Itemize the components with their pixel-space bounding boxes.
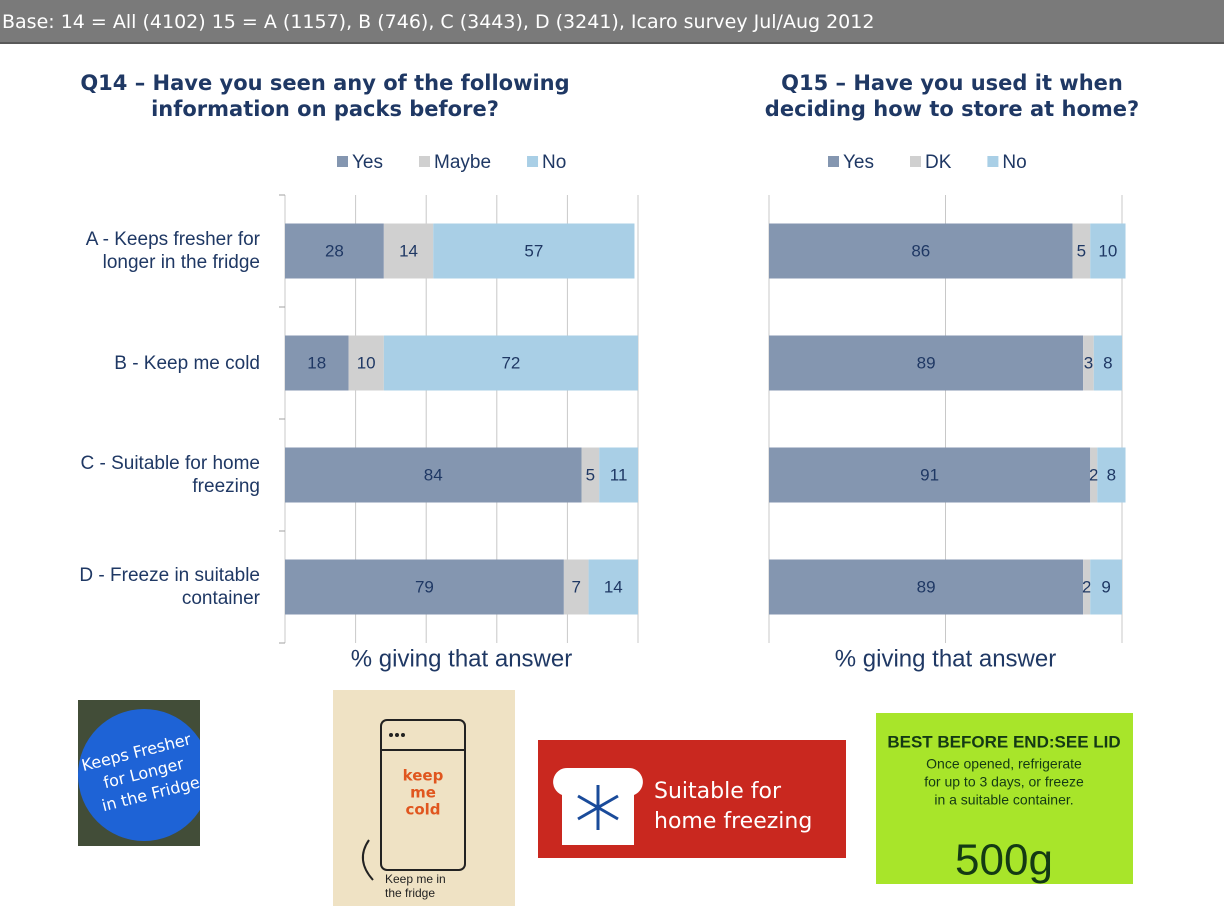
legend-label: No: [1002, 152, 1026, 173]
data-label: 3: [1084, 353, 1093, 372]
data-label: 5: [1077, 241, 1086, 260]
legend-swatch: [910, 156, 921, 167]
photo-lid: BEST BEFORE END:SEE LID Once opened, ref…: [876, 713, 1133, 884]
bar-segment: [563, 559, 589, 615]
data-label: 72: [501, 353, 520, 372]
data-label: 8: [1103, 353, 1112, 372]
category-label: D - Freeze in suitable container: [79, 565, 260, 609]
photo-fridge: keep me cold Keep me in the fridge: [333, 690, 515, 906]
image-text: keep: [403, 767, 444, 785]
data-label: 10: [1098, 241, 1117, 260]
legend-swatch: [527, 156, 539, 167]
bar-segment: [1090, 559, 1122, 615]
bar-segment: [285, 335, 349, 391]
data-label: 14: [604, 577, 623, 596]
bar-segment: [1072, 223, 1091, 279]
data-label: 89: [917, 353, 936, 372]
chart-title: Q14 – Have you seen any of the following…: [80, 71, 570, 121]
data-label: 91: [920, 465, 939, 484]
image-text: cold: [405, 801, 440, 819]
image-text: Suitable for: [654, 779, 782, 804]
chart-title: Q15 – Have you used it when deciding how…: [764, 71, 1140, 121]
image-text: for up to 3 days, or freeze: [924, 774, 1084, 790]
bar-segment: [285, 447, 582, 503]
image-text: BEST BEFORE END:SEE LID: [887, 732, 1120, 751]
data-label: 11: [610, 465, 628, 484]
legend-swatch: [337, 156, 348, 167]
data-label: 10: [357, 353, 376, 372]
data-label: 84: [424, 465, 443, 484]
image-text: in a suitable container.: [934, 792, 1073, 808]
category-label: B - Keep me cold: [114, 352, 260, 374]
bar-segment: [769, 335, 1084, 391]
photo-sticker: Keeps Fresher for Longer in the Fridge: [78, 700, 200, 846]
bar-segment: [1093, 335, 1122, 391]
bar-segment: [581, 447, 600, 503]
legend-label: Yes: [352, 152, 383, 173]
data-label: 86: [911, 241, 930, 260]
bar-segment: [1090, 223, 1126, 279]
bar-segment: [769, 223, 1073, 279]
x-axis-title: % giving that answer: [835, 645, 1056, 672]
image-text: Once opened, refrigerate: [926, 756, 1082, 772]
bar-segment: [588, 559, 638, 615]
legend-label: Maybe: [434, 152, 491, 173]
data-label: 8: [1107, 465, 1116, 484]
data-label: 79: [415, 577, 434, 596]
data-label: 9: [1101, 577, 1110, 596]
bar-segment: [599, 447, 638, 503]
legend-swatch: [987, 156, 999, 167]
bar-segment: [1083, 559, 1091, 615]
image-text: Keep me in: [385, 872, 446, 886]
data-label: 2: [1082, 577, 1091, 596]
bar-segment: [1083, 335, 1094, 391]
data-label: 28: [325, 241, 344, 260]
photo-freezing: Suitable for home freezing: [538, 740, 846, 858]
bar-segment: [383, 223, 434, 279]
data-label: 14: [399, 241, 418, 260]
image-text: the fridge: [385, 886, 435, 900]
bar-segment: [769, 559, 1084, 615]
bar-segment: [348, 335, 384, 391]
data-label: 89: [917, 577, 936, 596]
bar-segment: [769, 447, 1091, 503]
image-text: 500g: [955, 836, 1053, 884]
legend-swatch: [828, 156, 839, 167]
legend-label: No: [542, 152, 566, 173]
legend-label: Yes: [843, 152, 874, 173]
data-label: 18: [307, 353, 326, 372]
x-axis-title: % giving that answer: [351, 645, 572, 672]
bar-segment: [285, 223, 384, 279]
bar-segment: [383, 335, 638, 391]
header: Base: 14 = All (4102) 15 = A (1157), B (…: [0, 0, 1224, 44]
bar-segment: [1097, 447, 1126, 503]
legend-swatch: [419, 156, 430, 167]
bar-segment: [1090, 447, 1098, 503]
bar-segment: [433, 223, 635, 279]
category-label: A - Keeps fresher for longer in the frid…: [85, 229, 260, 273]
data-label: 5: [586, 465, 595, 484]
data-label: 7: [571, 577, 580, 596]
category-label: C - Suitable for home freezing: [80, 453, 260, 497]
data-label: 57: [524, 241, 543, 260]
legend-label: DK: [925, 152, 952, 173]
bar-segment: [285, 559, 564, 615]
image-text: home freezing: [654, 809, 812, 834]
image-text: me: [410, 784, 436, 802]
data-label: 2: [1089, 465, 1098, 484]
